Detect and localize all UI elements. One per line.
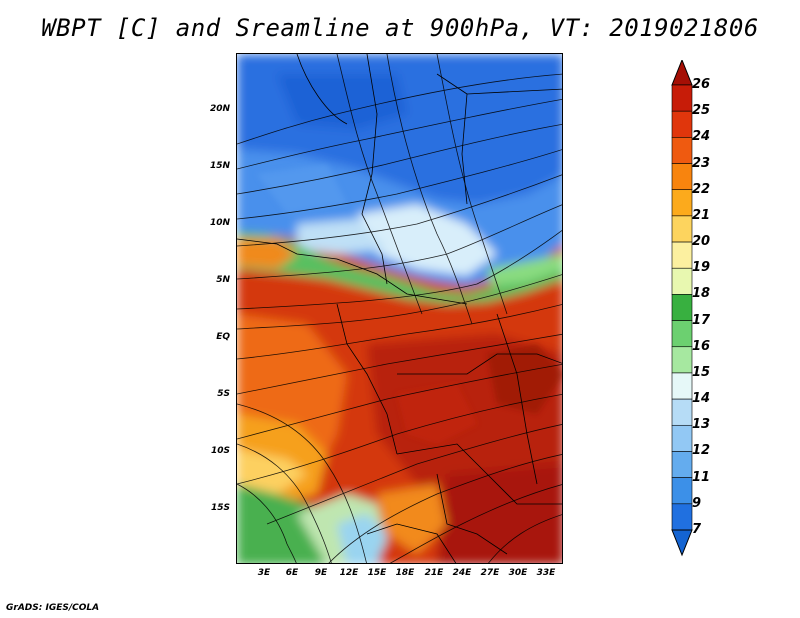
colorbar-label: 14 [692,391,711,407]
colorbar-label: 23 [692,155,711,171]
lon-label-6e: 6E [285,568,299,578]
colorbar-segment [671,189,693,217]
colorbar-segment [671,346,693,374]
colorbar-label: 7 [692,522,702,537]
colorbar-label: 26 [692,77,711,92]
lat-label-5s: 5S [217,389,230,399]
colorbar-segment [671,451,693,478]
colorbar-segment [671,320,693,348]
colorbar-segment [671,294,693,321]
lat-label-20n: 20N [209,104,230,114]
colorbar-segment [671,110,693,138]
lat-label-eq: EQ [216,332,230,342]
lat-label-10s: 10S [210,446,230,456]
lon-label-9e: 9E [314,568,328,578]
lat-label-15n: 15N [209,161,230,171]
lat-label-10n: 10N [209,218,230,228]
colorbar-bottom-arrow [671,529,693,557]
colorbar-label: 20 [692,234,711,250]
colorbar-label: 11 [692,469,711,485]
colorbar-label: 9 [692,495,702,511]
colorbar-label: 16 [692,338,711,354]
colorbar-segment [671,163,693,191]
colorbar-segment [671,241,693,269]
footer-credit: GrADS: IGES/COLA [6,603,100,613]
colorbar-label: 21 [692,207,711,223]
colorbar-label: 24 [692,129,711,145]
colorbar-label: 17 [692,312,711,328]
lon-label-12e: 12E [339,568,359,578]
lon-label-18e: 18E [395,568,415,578]
colorbar-segment [671,215,693,243]
lon-label-15e: 15E [367,568,387,578]
temperature-field [237,54,562,563]
lon-label-3e: 3E [257,568,271,578]
colorbar-segment [671,398,693,426]
colorbar [671,60,693,557]
country-borders [237,54,562,563]
colorbar-segment [671,424,693,452]
colorbar-label: 13 [692,417,711,433]
colorbar-label: 22 [692,181,711,197]
colorbar-segment [671,503,693,531]
colorbar-label: 18 [692,286,711,302]
colorbar-segment [671,267,693,295]
map-panel [236,53,563,564]
colorbar-label: 25 [692,103,711,119]
map-title: WBPT [C] and Sreamline at 900hPa, VT: 20… [41,14,759,42]
colorbar-top-arrow [671,60,693,86]
colorbar-label: 19 [692,260,711,276]
lon-label-21e: 21E [424,568,444,578]
lat-label-15s: 15S [210,503,230,513]
streamlines [237,54,562,563]
colorbar-label: 15 [692,364,711,380]
lon-label-30e: 30E [508,568,528,578]
colorbar-segment [671,372,693,400]
colorbar-segment [671,137,693,164]
lon-label-33e: 33E [536,568,556,578]
colorbar-segment [671,84,693,112]
lon-label-24e: 24E [452,568,472,578]
lat-label-5n: 5N [216,275,230,285]
colorbar-label: 12 [692,443,711,459]
lon-label-27e: 27E [480,568,500,578]
colorbar-segment [671,477,693,505]
